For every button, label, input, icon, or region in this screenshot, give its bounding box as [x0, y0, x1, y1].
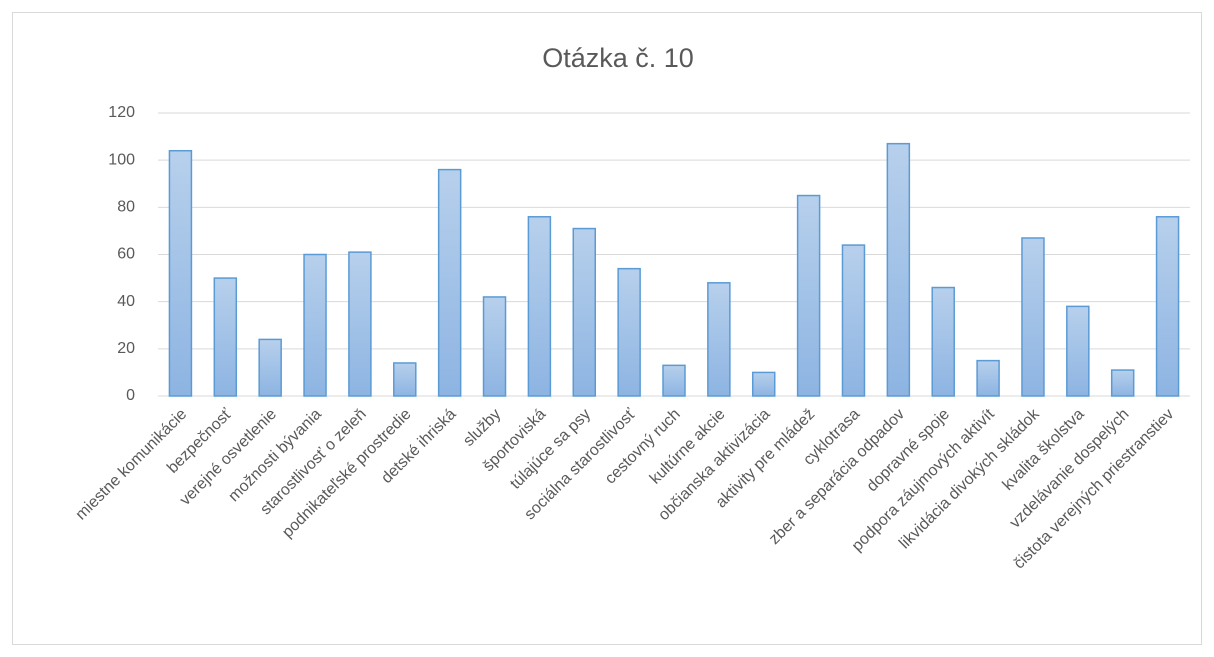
bar	[707, 282, 731, 397]
bar	[572, 227, 597, 397]
bar	[482, 296, 507, 397]
bar	[527, 216, 552, 397]
bar	[1021, 237, 1045, 397]
bar	[168, 149, 193, 397]
bar	[1155, 216, 1180, 397]
bar	[258, 338, 282, 397]
bar	[437, 168, 462, 397]
y-tick-label: 0	[126, 387, 135, 404]
y-tick-label: 60	[117, 246, 135, 263]
bar	[931, 286, 955, 397]
bar	[348, 251, 372, 397]
y-tick-label: 120	[108, 104, 135, 121]
y-tick-label: 80	[117, 199, 135, 216]
bar	[1066, 305, 1090, 397]
bar	[796, 194, 821, 397]
y-tick-label: 40	[117, 293, 135, 310]
bar	[976, 359, 1000, 397]
bar	[886, 142, 911, 397]
y-tick-label: 20	[117, 340, 135, 357]
chart-frame	[12, 12, 1202, 645]
bar	[213, 277, 238, 397]
bar	[1110, 369, 1135, 397]
bar	[751, 371, 776, 397]
chart-title: Otázka č. 10	[542, 43, 694, 73]
bar	[303, 253, 327, 397]
bar	[841, 244, 866, 397]
bar	[393, 362, 417, 397]
bar	[617, 267, 641, 397]
y-tick-label: 100	[108, 151, 135, 168]
bar	[662, 364, 686, 397]
